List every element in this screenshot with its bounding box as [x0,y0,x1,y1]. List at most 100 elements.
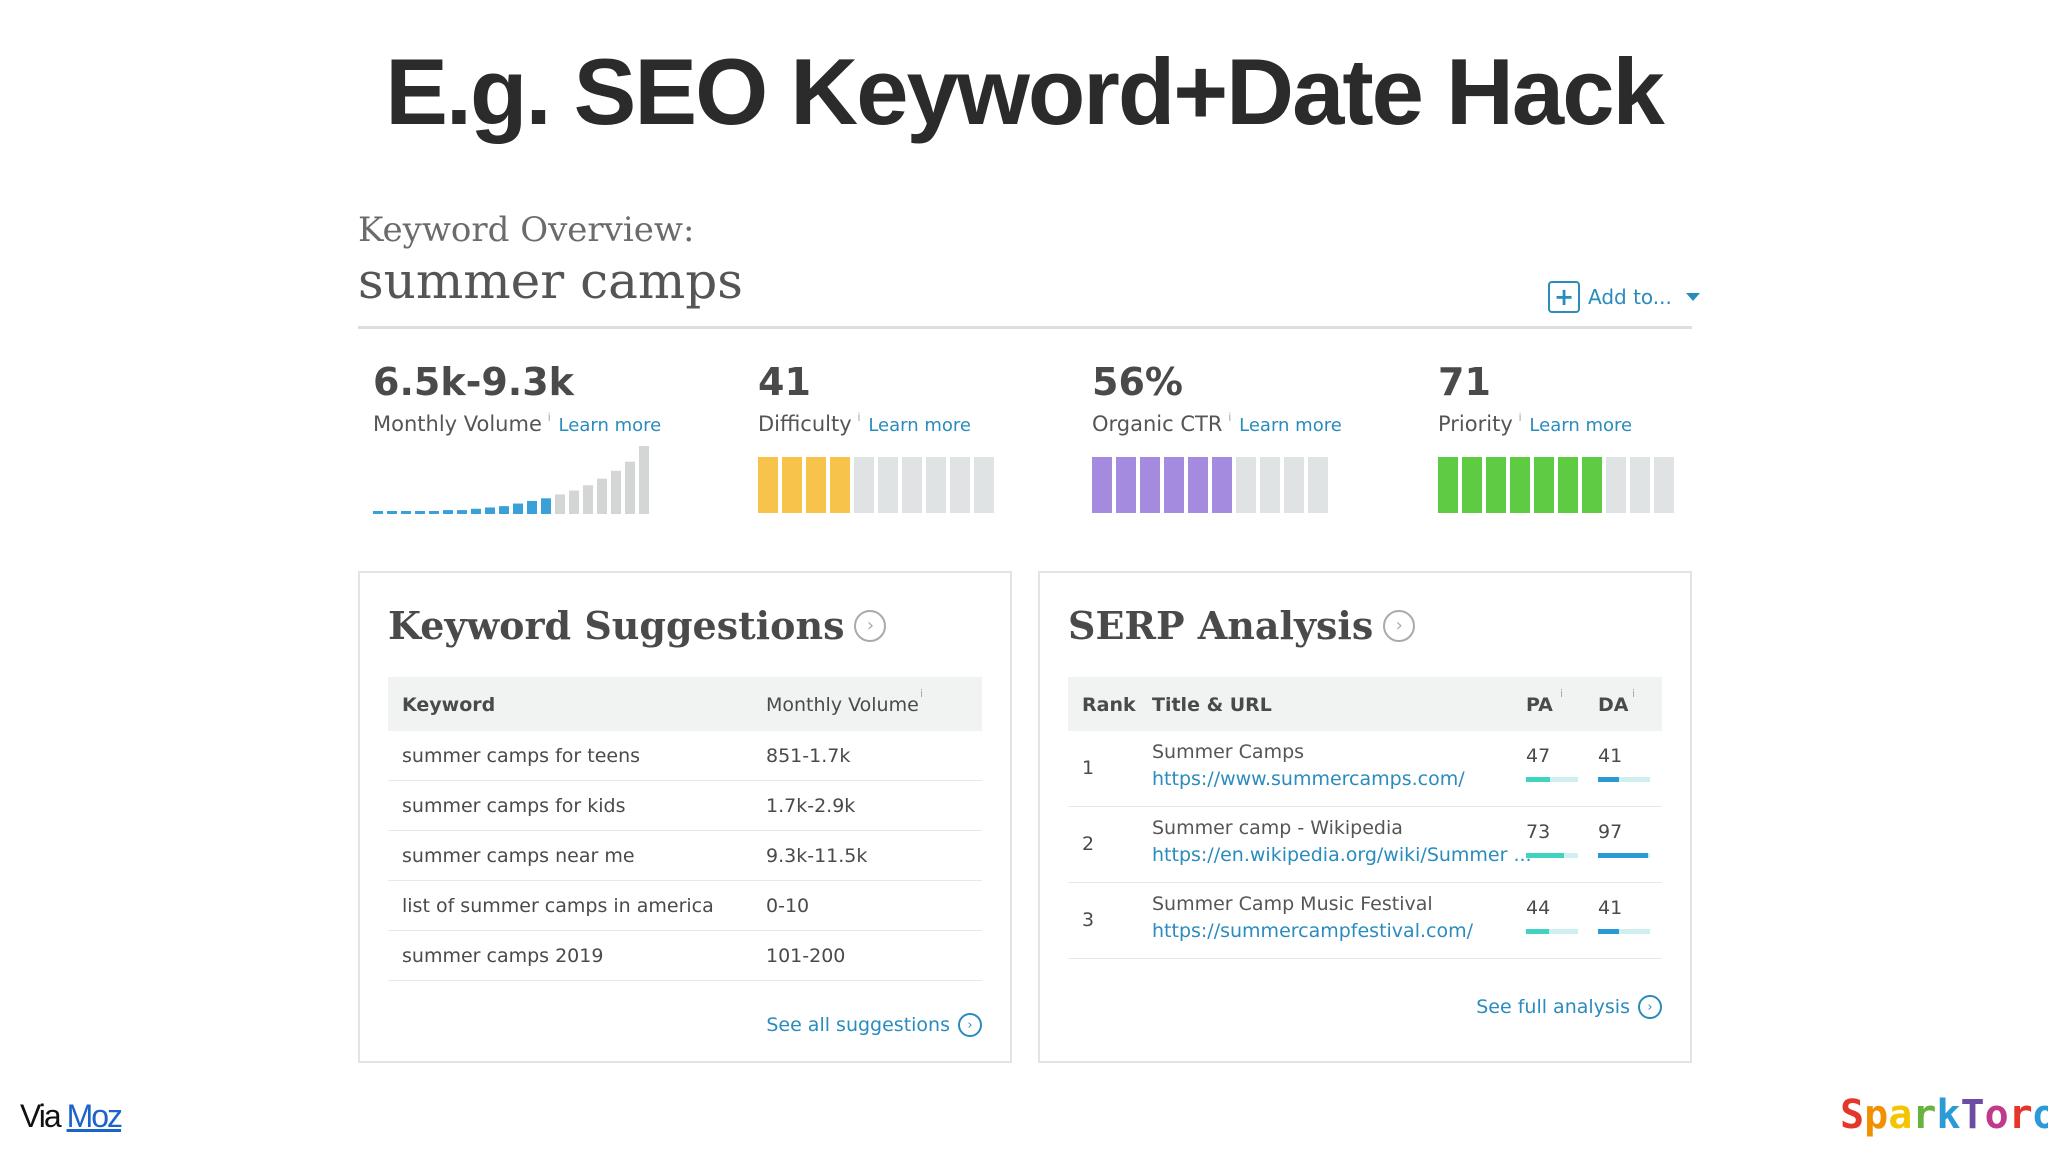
score-segment-filled [1092,457,1112,513]
volume-bar [597,478,607,514]
chevron-right-icon[interactable]: › [1383,609,1416,642]
panel-title: Keyword Suggestions [388,603,845,648]
volume-bar [611,470,621,514]
via-credit: Via Moz [20,1098,123,1135]
info-icon[interactable]: i [920,687,924,700]
score-segment-empty [902,457,922,513]
logo-letter: T [1960,1092,1985,1138]
score-segment-empty [974,457,994,513]
score-segment-empty [950,457,970,513]
volume-bar [499,506,509,514]
add-to-label: Add to... [1588,285,1672,309]
score-segment-filled [1212,457,1232,513]
suggestion-volume: 1.7k-2.9k [766,795,856,817]
suggestion-keyword[interactable]: summer camps 2019 [402,945,604,967]
volume-bar [527,500,537,514]
score-segment-filled [830,457,850,513]
info-icon[interactable]: i [1560,687,1564,700]
score-segment-filled [806,457,826,513]
column-rank[interactable]: Rank [1082,694,1136,716]
pa-bar-fill [1526,929,1549,934]
volume-bar [555,494,565,514]
info-icon[interactable]: i [857,410,861,424]
volume-bar [387,511,397,514]
volume-bar [429,511,439,514]
see-full-analysis-link[interactable]: See full analysis › [1476,995,1662,1019]
info-icon[interactable]: i [1228,410,1232,424]
learn-more-link[interactable]: Learn more [558,415,662,436]
volume-bar [485,507,495,514]
pa-bar-fill [1526,777,1551,782]
serp-url[interactable]: https://en.wikipedia.org/wiki/Summer ... [1152,844,1532,866]
caret-down-icon [1685,293,1700,301]
serp-da: 41 [1598,897,1623,919]
moz-link[interactable]: Moz [66,1098,123,1134]
table-row[interactable]: summer camps for kids 1.7k-2.9k [388,781,982,831]
table-row[interactable]: summer camps 2019 101-200 [388,931,982,981]
table-row[interactable]: list of summer camps in america 0-10 [388,881,982,931]
serp-pa: 73 [1526,821,1551,843]
column-da[interactable]: DA [1598,694,1629,716]
metric-value: 56% [1092,360,1183,404]
table-row[interactable]: summer camps near me 9.3k-11.5k [388,831,982,881]
learn-more-link[interactable]: Learn more [1239,415,1342,436]
score-segment-empty [1630,457,1650,513]
header-divider [358,326,1692,329]
sparktoro-logo: SparkToro [1840,1092,2048,1138]
da-bar-fill [1598,929,1620,934]
table-row[interactable]: summer camps for teens 851-1.7k [388,731,982,781]
metric-value: 41 [758,360,811,404]
learn-more-link[interactable]: Learn more [868,415,971,436]
info-icon[interactable]: i [547,410,551,424]
score-segment-empty [854,457,874,513]
volume-bar [373,511,383,514]
suggestion-keyword[interactable]: summer camps for teens [402,745,641,767]
volume-bar [639,446,649,514]
keyword-term: summer camps [358,252,743,310]
pa-bar [1526,777,1578,782]
suggestion-keyword[interactable]: summer camps near me [402,845,635,867]
da-bar [1598,853,1650,858]
column-title-url[interactable]: Title & URL [1152,694,1272,716]
add-to-button[interactable]: + Add to... [1548,280,1700,314]
keyword-suggestions-panel: Keyword Suggestions › Keyword Monthly Vo… [358,571,1012,1063]
monthly-volume-trend-chart [373,446,649,514]
metric-name: Difficulty [758,412,852,436]
info-icon[interactable]: i [1518,410,1522,424]
serp-url[interactable]: https://summercampfestival.com/ [1152,920,1473,942]
metric-priority: 71 Priority i Learn more [1438,360,1632,436]
column-pa[interactable]: PA [1526,694,1553,716]
pa-bar-fill [1526,853,1564,858]
volume-bar [625,461,635,514]
metric-difficulty: 41 Difficulty i Learn more [758,360,971,436]
serp-title: Summer Camps [1152,741,1305,763]
score-segment-empty [1236,457,1256,513]
logo-letter: r [1912,1092,1937,1138]
column-keyword[interactable]: Keyword [402,694,496,716]
da-bar [1598,777,1650,782]
suggestion-keyword[interactable]: list of summer camps in america [402,895,714,917]
table-row: 2 Summer camp - Wikipedia https://en.wik… [1068,807,1662,883]
learn-more-link[interactable]: Learn more [1529,415,1633,436]
difficulty-score-bar [758,457,994,513]
volume-bar [415,511,425,514]
volume-bar [457,510,467,514]
suggestion-keyword[interactable]: summer camps for kids [402,795,626,817]
table-row: 3 Summer Camp Music Festival https://sum… [1068,883,1662,959]
serp-da: 41 [1598,745,1623,767]
see-all-suggestions-link[interactable]: See all suggestions › [766,1013,982,1037]
score-segment-filled [1164,457,1184,513]
info-icon[interactable]: i [1632,687,1636,700]
serp-url[interactable]: https://www.summercamps.com/ [1152,768,1465,790]
table-row: 1 Summer Camps https://www.summercamps.c… [1068,731,1662,807]
logo-letter: r [2008,1092,2033,1138]
serp-rank: 1 [1082,757,1095,779]
column-monthly-volume[interactable]: Monthly Volume [766,694,919,716]
score-segment-empty [1260,457,1280,513]
keyword-overview-label: Keyword Overview: [358,210,695,250]
table-header: Rank Title & URL PA i DA i [1068,677,1662,731]
suggestion-volume: 851-1.7k [766,745,851,767]
chevron-right-icon[interactable]: › [854,609,887,642]
serp-rank: 2 [1082,833,1095,855]
see-full-label: See full analysis [1476,996,1630,1018]
